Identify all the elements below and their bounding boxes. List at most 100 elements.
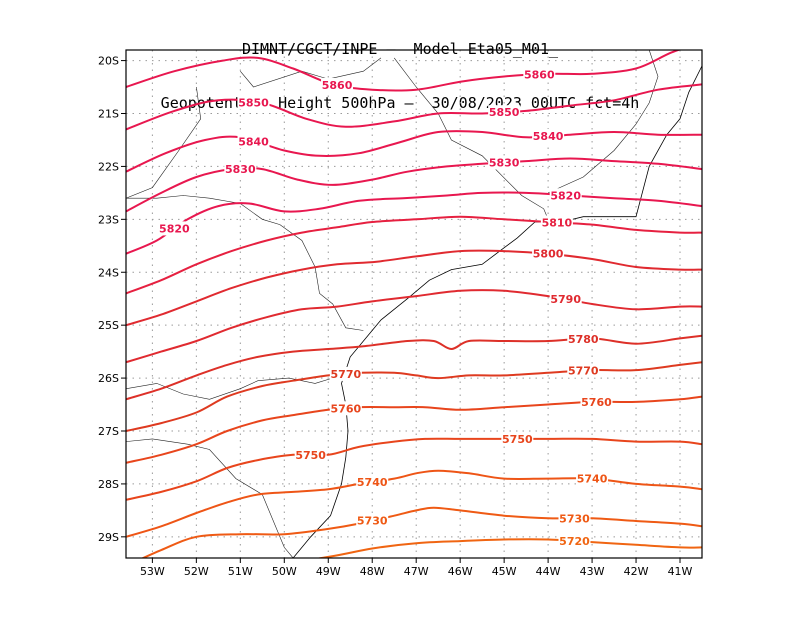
coastline [292, 65, 702, 558]
contour-label-bg [567, 331, 600, 346]
height-contours [126, 50, 702, 558]
contour-5750 [126, 437, 702, 501]
contour-label-bg [329, 401, 362, 416]
x-axis-ticks: 53W 52W 51W 50W 49W 48W 47W 46W 45W 44W 43W 42W 41W [140, 558, 693, 578]
contour-5730 [140, 506, 702, 558]
x-tick-label: 53W [140, 565, 165, 578]
contour-5790 [126, 289, 702, 364]
contour-label-bg [532, 246, 565, 261]
contour-label-5730: 5730 [357, 515, 388, 528]
x-tick-label: 50W [272, 565, 297, 578]
contour-label-bg [523, 67, 556, 82]
contour-5740 [126, 469, 702, 538]
contour-label-5840: 5840 [238, 135, 269, 148]
x-tick-label: 42W [624, 565, 649, 578]
state-boundary [547, 50, 659, 194]
contour-labels: 5860 5860 5850 5850 5840 5840 5830 5830 5820 5820… [158, 67, 613, 549]
contour-5850 [126, 83, 702, 131]
contour-label-5840: 5840 [533, 130, 564, 143]
contour-label-bg [237, 95, 270, 110]
contour-label-bg [294, 447, 327, 462]
x-tick-label: 49W [316, 565, 341, 578]
state-boundary [393, 57, 549, 220]
contour-label-5760: 5760 [331, 402, 362, 415]
contour-label-bg [532, 128, 565, 143]
contour-label-5790: 5790 [550, 293, 581, 306]
contour-5860 [126, 50, 682, 92]
contour-label-5850: 5850 [238, 96, 269, 109]
contour-5720 [316, 538, 702, 558]
y-tick-label: 29S [98, 531, 119, 544]
y-tick-label: 24S [98, 266, 119, 279]
state-boundary [126, 438, 294, 558]
contour-label-bg [567, 363, 600, 378]
y-tick-label: 26S [98, 372, 119, 385]
contour-label-bg [540, 215, 573, 230]
y-tick-label: 23S [98, 213, 119, 226]
state-boundary [126, 195, 364, 331]
y-tick-label: 27S [98, 425, 119, 438]
contour-label-5820: 5820 [159, 222, 190, 235]
x-tick-label: 51W [228, 565, 253, 578]
y-tick-label: 25S [98, 319, 119, 332]
contour-5800 [126, 249, 702, 327]
contour-label-bg [501, 431, 534, 446]
contour-label-5750: 5750 [502, 433, 533, 446]
y-tick-label: 28S [98, 478, 119, 491]
contour-label-5820: 5820 [550, 189, 581, 202]
x-tick-label: 47W [404, 565, 429, 578]
contour-label-5720: 5720 [559, 535, 590, 548]
contour-label-5740: 5740 [357, 476, 388, 489]
x-tick-label: 46W [448, 565, 473, 578]
plot-frame [125, 49, 703, 559]
geography-layer [126, 50, 702, 558]
contour-label-5750: 5750 [295, 449, 326, 462]
header-title-line-1: DIMNT/CGCT/INPE – Model Eta05_M01_ [241, 40, 559, 58]
y-tick-label: 21S [98, 108, 119, 121]
x-tick-label: 48W [360, 565, 385, 578]
x-tick-label: 44W [536, 565, 561, 578]
contour-label-bg [488, 155, 521, 170]
contour-label-5740: 5740 [577, 473, 608, 486]
contour-label-5770: 5770 [568, 365, 599, 378]
contour-5830 [126, 157, 702, 213]
contour-label-bg [237, 134, 270, 149]
state-boundary [240, 57, 382, 88]
contour-label-bg [329, 366, 362, 381]
contour-label-bg [356, 474, 389, 489]
contour-label-5800: 5800 [533, 248, 564, 261]
contour-label-bg [558, 511, 591, 526]
contour-label-5730: 5730 [559, 512, 590, 525]
contour-5820 [126, 191, 702, 255]
contour-label-bg [321, 77, 354, 92]
x-tick-label: 45W [492, 565, 517, 578]
contour-label-5830: 5830 [489, 156, 520, 169]
contour-label-5760: 5760 [581, 396, 612, 409]
contour-5810 [126, 215, 702, 295]
x-tick-label: 41W [668, 565, 693, 578]
contour-label-5860: 5860 [322, 79, 353, 92]
y-axis-ticks: 20S 21S 22S 23S 24S 25S 26S 27S 28S 29S [98, 55, 126, 544]
contour-label-bg [549, 292, 582, 307]
contour-label-bg [549, 188, 582, 203]
y-tick-label: 22S [98, 160, 119, 173]
contour-label-bg [356, 513, 389, 528]
contour-5840 [126, 130, 702, 173]
contour-label-bg [158, 221, 191, 236]
contour-label-bg [558, 534, 591, 549]
contour-label-bg [224, 162, 257, 177]
contour-label-5860: 5860 [524, 68, 555, 81]
contour-5770 [126, 361, 702, 432]
contour-label-bg [488, 105, 521, 120]
contour-label-bg [576, 471, 609, 486]
x-tick-label: 43W [580, 565, 605, 578]
contour-5780 [126, 334, 702, 401]
contour-label-5770: 5770 [331, 368, 362, 381]
contour-label-5810: 5810 [542, 217, 573, 230]
chart-header: DIMNT/CGCT/INPE – Model Eta05_M01_ Geopo… [0, 4, 800, 130]
contour-label-5780: 5780 [568, 333, 599, 346]
contour-label-5850: 5850 [489, 106, 520, 119]
state-boundary [126, 86, 202, 199]
x-tick-label: 52W [184, 565, 209, 578]
